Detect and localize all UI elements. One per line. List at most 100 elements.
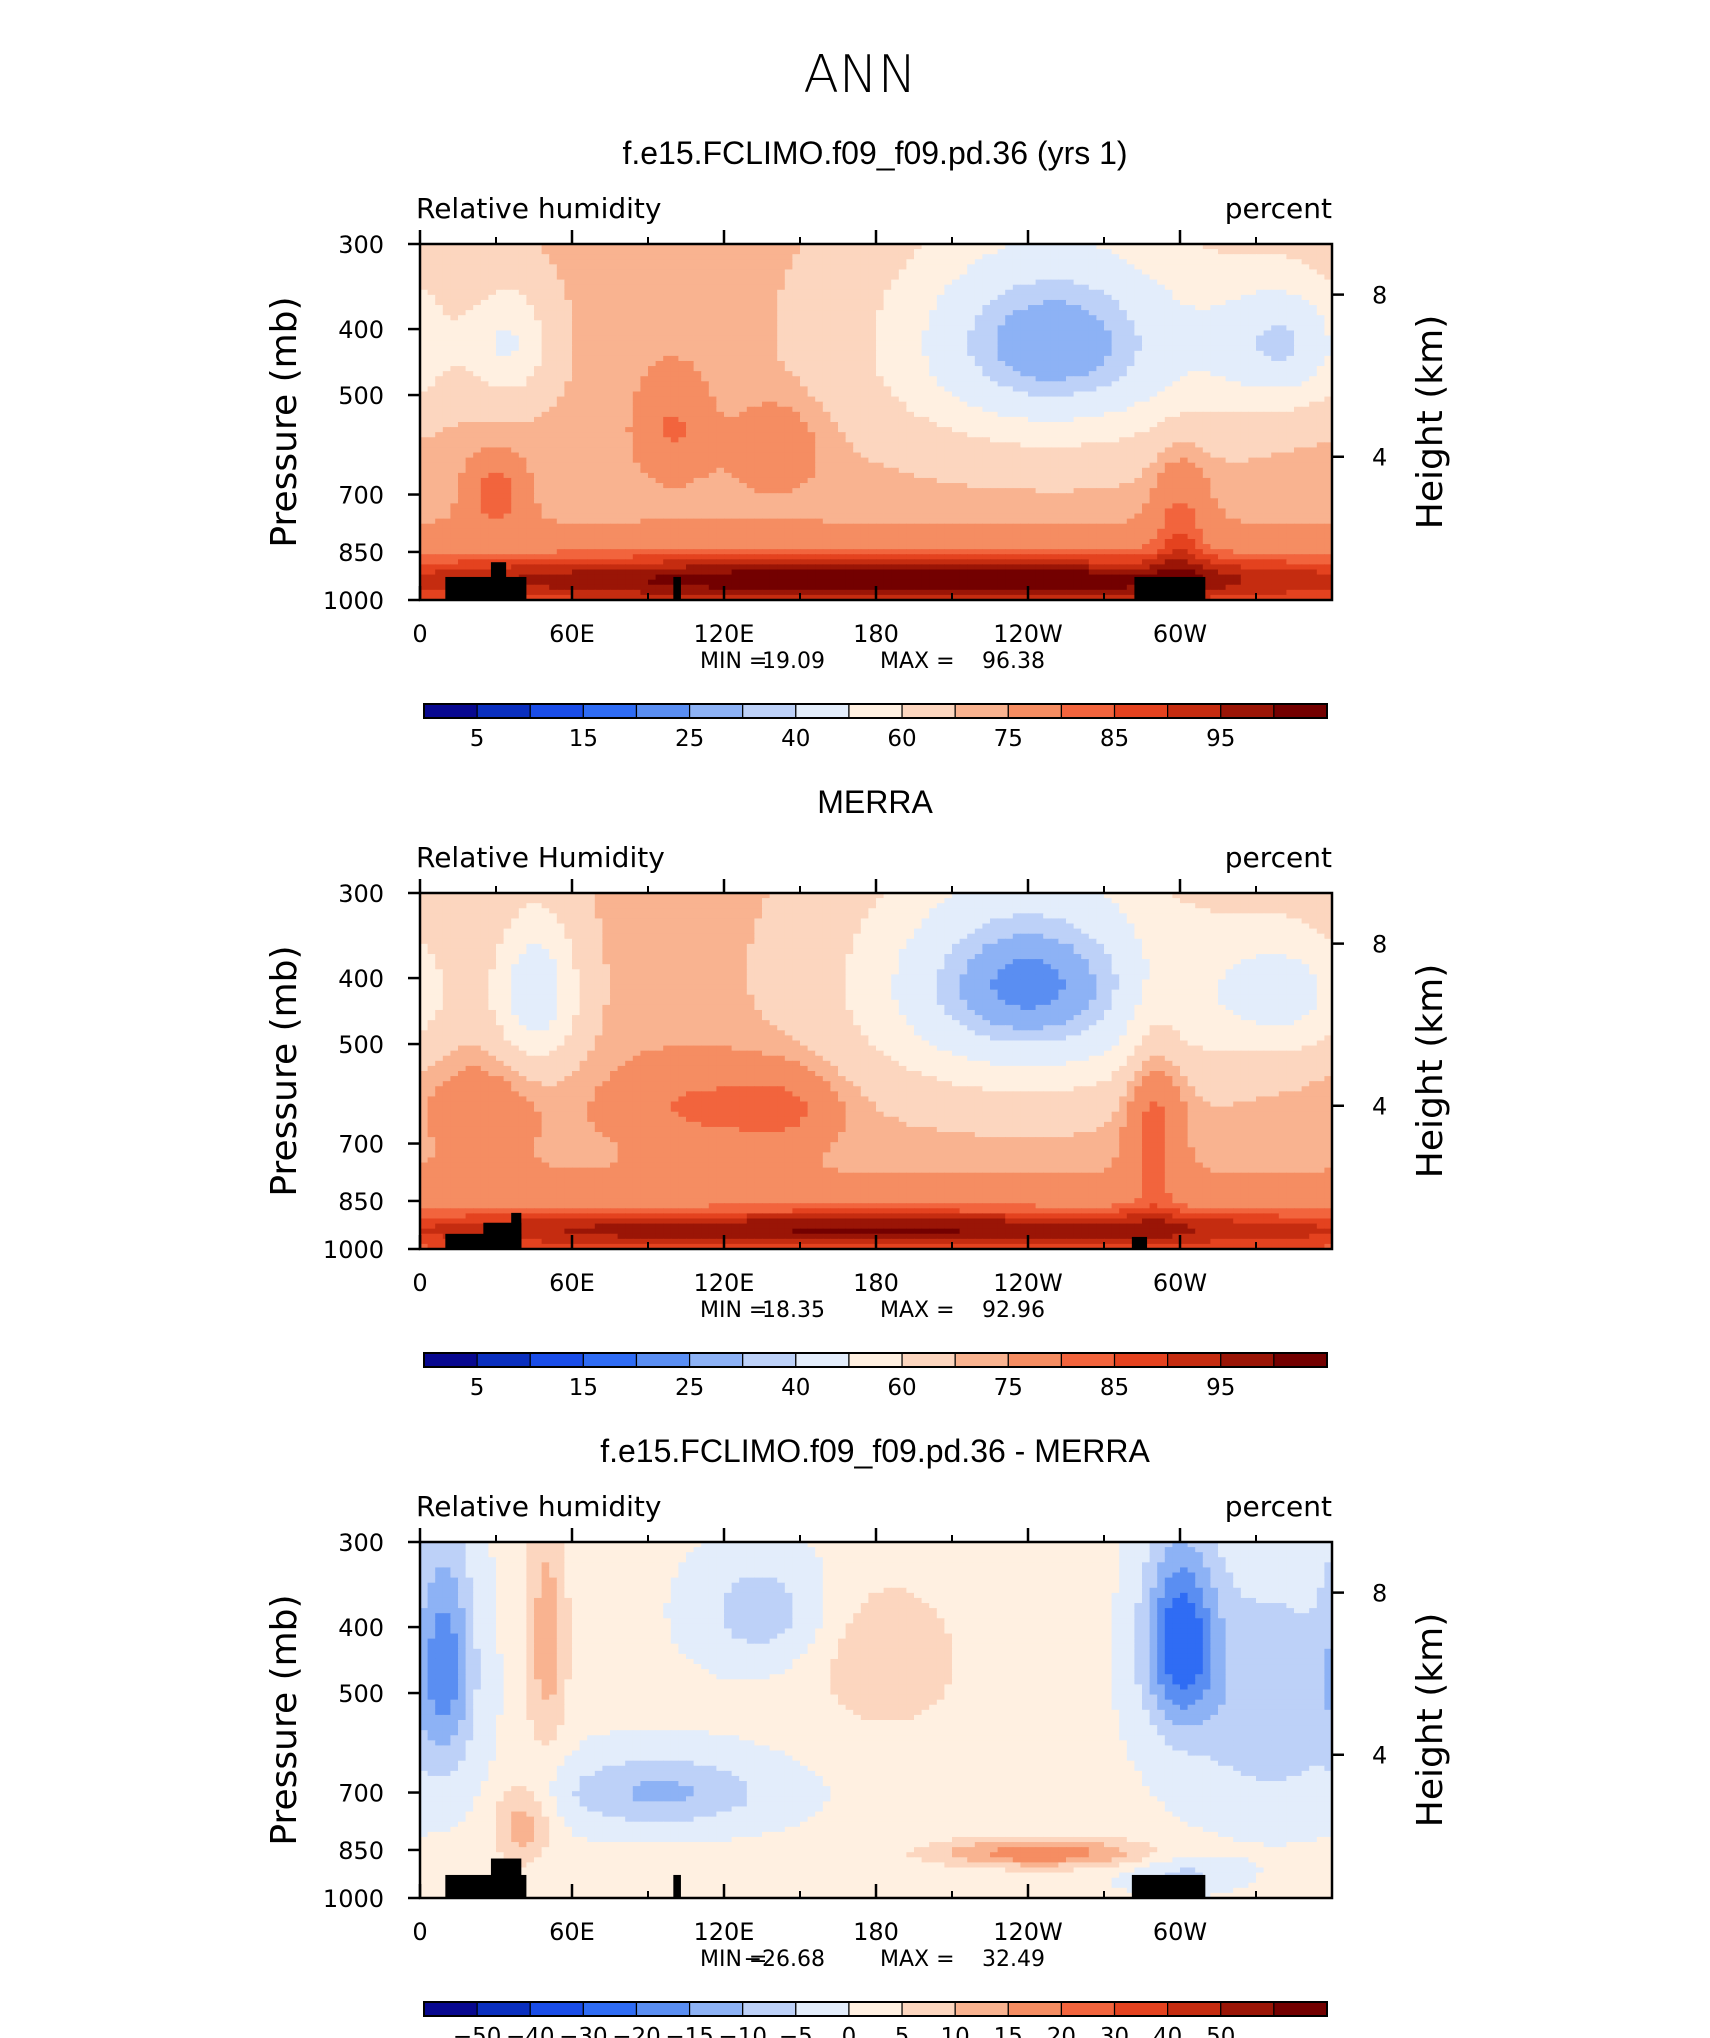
contour-cell <box>1218 366 1226 372</box>
contour-cell <box>770 381 778 387</box>
contour-cell <box>952 371 960 377</box>
contour-cell <box>732 453 740 459</box>
contour-cell <box>876 254 884 260</box>
contour-cell <box>792 422 800 428</box>
contour-cell <box>792 447 800 453</box>
contour-cell <box>549 391 557 397</box>
contour-cell <box>1028 366 1036 372</box>
contour-cell <box>1013 346 1021 352</box>
contour-cell <box>868 280 876 286</box>
contour-cell <box>458 366 466 372</box>
contour-cell <box>739 275 747 281</box>
contour-cell <box>443 330 451 336</box>
contour-cell <box>633 427 641 433</box>
contour-cell <box>1142 356 1150 362</box>
contour-cell <box>602 432 610 438</box>
contour-cell <box>724 442 732 448</box>
contour-cell <box>671 259 679 265</box>
contour-cell <box>633 300 641 306</box>
contour-cell <box>602 437 610 443</box>
contour-cell <box>1256 371 1264 377</box>
contour-cell <box>602 427 610 433</box>
contour-cell <box>747 295 755 301</box>
contour-cell <box>1066 315 1074 321</box>
contour-cell <box>1119 305 1127 311</box>
contour-cell <box>1127 361 1135 367</box>
contour-cell <box>526 417 534 423</box>
contour-cell <box>1294 417 1302 423</box>
contour-cell <box>1096 432 1104 438</box>
contour-cell <box>747 447 755 453</box>
contour-cell <box>534 402 542 408</box>
contour-cell <box>1005 366 1013 372</box>
contour-cell <box>580 442 588 448</box>
contour-cell <box>580 341 588 347</box>
contour-cell <box>990 310 998 316</box>
contour-cell <box>602 422 610 428</box>
contour-cell <box>1248 330 1256 336</box>
contour-cell <box>739 269 747 275</box>
contour-cell <box>663 432 671 438</box>
contour-cell <box>891 249 899 255</box>
contour-cell <box>937 290 945 296</box>
contour-cell <box>937 305 945 311</box>
contour-cell <box>739 402 747 408</box>
contour-cell <box>1005 376 1013 382</box>
contour-cell <box>800 427 808 433</box>
contour-cell <box>587 447 595 453</box>
contour-cell <box>1043 447 1051 453</box>
contour-cell <box>1043 417 1051 423</box>
contour-cell <box>1264 422 1272 428</box>
contour-cell <box>1180 320 1188 326</box>
contour-cell <box>450 437 458 443</box>
contour-cell <box>1218 295 1226 301</box>
contour-cell <box>990 280 998 286</box>
contour-cell <box>602 305 610 311</box>
contour-cell <box>1271 361 1279 367</box>
contour-cell <box>1286 300 1294 306</box>
contour-cell <box>1036 427 1044 433</box>
contour-cell <box>1028 397 1036 403</box>
contour-cell <box>549 315 557 321</box>
contour-cell <box>1226 437 1234 443</box>
contour-cell <box>678 254 686 260</box>
contour-cell <box>868 437 876 443</box>
contour-cell <box>511 361 519 367</box>
contour-cell <box>473 295 481 301</box>
contour-cell <box>830 346 838 352</box>
contour-cell <box>853 310 861 316</box>
contour-cell <box>1256 295 1264 301</box>
contour-cell <box>1112 432 1120 438</box>
contour-cell <box>952 442 960 448</box>
contour-cell <box>739 249 747 255</box>
contour-cell <box>496 442 504 448</box>
contour-cell <box>1096 295 1104 301</box>
contour-cell <box>1020 361 1028 367</box>
contour-cell <box>1264 269 1272 275</box>
contour-cell <box>952 397 960 403</box>
contour-cell <box>1036 310 1044 316</box>
contour-cell <box>937 386 945 392</box>
contour-cell <box>1051 259 1059 265</box>
contour-cell <box>709 412 717 418</box>
contour-cell <box>481 402 489 408</box>
contour-cell <box>625 249 633 255</box>
contour-cell <box>1188 336 1196 342</box>
contour-cell <box>823 432 831 438</box>
contour-cell <box>466 442 474 448</box>
contour-cell <box>1195 366 1203 372</box>
contour-cell <box>1081 407 1089 413</box>
contour-cell <box>1256 437 1264 443</box>
contour-cell <box>511 300 519 306</box>
contour-cell <box>526 381 534 387</box>
contour-cell <box>960 381 968 387</box>
contour-cell <box>1241 402 1249 408</box>
contour-cell <box>1309 437 1317 443</box>
contour-cell <box>496 417 504 423</box>
contour-cell <box>1134 366 1142 372</box>
contour-cell <box>777 336 785 342</box>
contour-cell <box>800 315 808 321</box>
contour-cell <box>526 285 534 291</box>
contour-cell <box>724 371 732 377</box>
contour-cell <box>557 336 565 342</box>
